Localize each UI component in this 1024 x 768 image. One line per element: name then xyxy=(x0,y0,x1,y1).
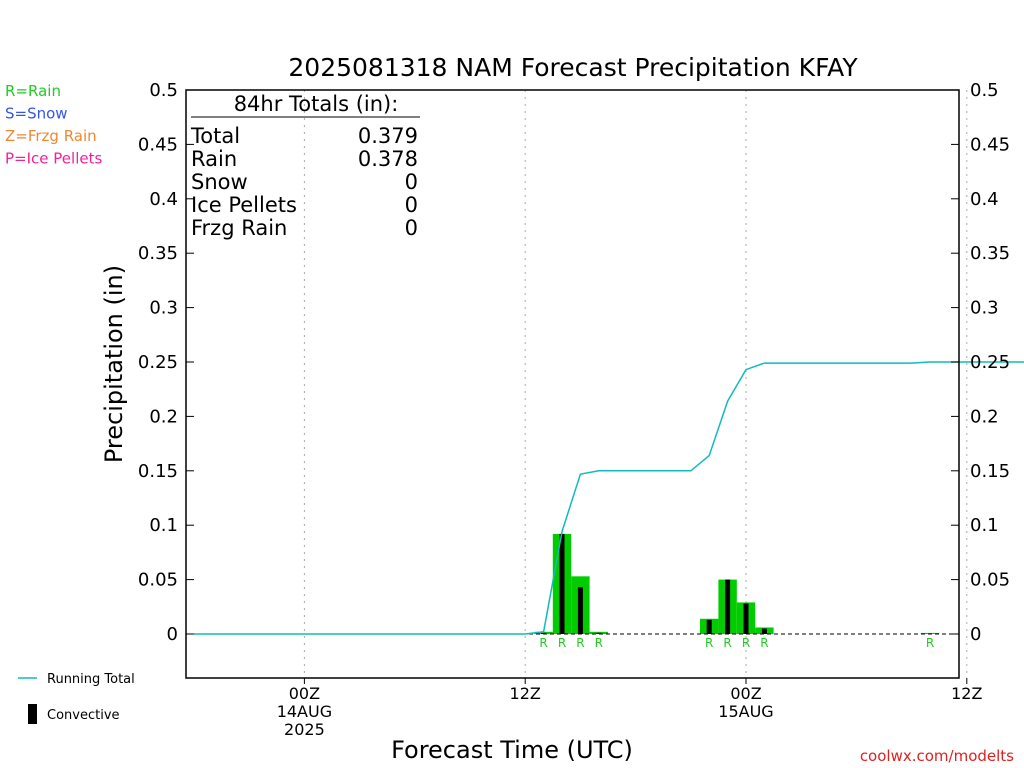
ptype-legend-item: R=Rain xyxy=(5,82,61,100)
chart-title: 2025081318 NAM Forecast Precipitation KF… xyxy=(288,53,858,82)
ptype-label: R xyxy=(595,636,603,650)
ptype-legend-item: Z=Frzg Rain xyxy=(5,127,97,145)
convective-bar xyxy=(761,628,767,634)
ptype-label: R xyxy=(705,636,713,650)
y-tick-label: 0.25 xyxy=(138,352,178,373)
convective-bar xyxy=(725,579,731,634)
y-tick-label: 0.3 xyxy=(149,298,178,319)
ptype-label: R xyxy=(926,636,934,650)
y-tick-label: 0.25 xyxy=(970,352,1010,373)
precip-bars xyxy=(534,533,940,634)
totals-label: Frzg Rain xyxy=(191,216,287,240)
y-tick-label: 0.2 xyxy=(970,406,999,427)
x-tick-label: 00Z xyxy=(289,684,320,703)
x-tick-label: 12Z xyxy=(510,684,541,703)
x-tick-label: 12Z xyxy=(951,684,982,703)
y-tick-label: 0 xyxy=(167,624,178,645)
x-axis-label: Forecast Time (UTC) xyxy=(391,736,633,764)
x-tick-label: 14AUG xyxy=(277,702,332,721)
convective-bar xyxy=(596,632,602,634)
y-tick-label: 0.45 xyxy=(138,134,178,155)
y-tick-label: 0.45 xyxy=(970,134,1010,155)
ptype-label: R xyxy=(539,636,547,650)
totals-label: Snow xyxy=(191,170,248,194)
y-tick-label: 0.4 xyxy=(149,189,178,210)
ptype-label: R xyxy=(576,636,584,650)
x-tick-label: 15AUG xyxy=(718,702,773,721)
legend-label: Convective xyxy=(47,708,120,723)
convective-bar xyxy=(706,619,712,634)
plot-frame xyxy=(185,89,960,679)
y-tick-label: 0.3 xyxy=(970,298,999,319)
y-tick-label: 0.2 xyxy=(149,406,178,427)
y-tick-label: 0.05 xyxy=(970,570,1010,591)
credit-text: coolwx.com/modelts xyxy=(860,747,1014,765)
grid-lines xyxy=(303,90,968,678)
y-tick-label: 0.4 xyxy=(970,189,999,210)
totals-value: 0 xyxy=(405,216,418,240)
legend-label: Running Total xyxy=(47,672,135,687)
ptype-label: R xyxy=(742,636,750,650)
totals-label: Total xyxy=(190,124,240,148)
ptype-label: R xyxy=(558,636,566,650)
y-axis-right: 0 0.05 0.1 0.15 0.2 0.25 0.3 0.35 0.4 0.45 0.5 xyxy=(951,80,1010,645)
y-tick-label: 0.05 xyxy=(138,570,178,591)
x-tick-label: 2025 xyxy=(284,720,325,739)
convective-bar xyxy=(577,587,583,634)
totals-value: 0.379 xyxy=(358,124,418,148)
y-axis-left: 0 0.05 0.1 0.15 0.2 0.25 0.3 0.35 0.4 0.45 0.5 xyxy=(138,80,194,645)
totals-heading: 84hr Totals (in): xyxy=(234,92,399,116)
ptype-legend-item: P=Ice Pellets xyxy=(5,150,102,168)
convective-bar xyxy=(743,603,749,634)
totals-value: 0 xyxy=(405,193,418,217)
running-total-line xyxy=(194,361,1024,635)
convective-bar xyxy=(559,533,565,634)
x-axis: 00Z14AUG202512Z00Z15AUG12Z00Z16AUG12Z00Z… xyxy=(277,678,982,739)
y-tick-label: 0 xyxy=(970,624,981,645)
y-tick-label: 0.1 xyxy=(970,515,999,536)
y-tick-label: 0.35 xyxy=(970,243,1010,264)
legend-swatch-bar xyxy=(28,704,37,724)
y-tick-label: 0.35 xyxy=(138,243,178,264)
convective-bar xyxy=(541,632,547,634)
precip-bar xyxy=(920,632,940,634)
totals-label: Ice Pellets xyxy=(191,193,297,217)
series-legend: Running Total Convective xyxy=(18,672,135,724)
y-tick-label: 0.15 xyxy=(970,461,1010,482)
totals-value: 0.378 xyxy=(358,147,418,171)
totals-value: 0 xyxy=(405,170,418,194)
totals-label: Rain xyxy=(191,147,237,171)
y-tick-label: 0.5 xyxy=(970,80,999,101)
y-tick-label: 0.15 xyxy=(138,461,178,482)
ptype-labels: RRRRRRRRRRRRRRR xyxy=(539,636,934,650)
ptype-legend: R=Rain S=Snow Z=Frzg Rain P=Ice Pellets xyxy=(5,82,102,168)
totals-rows: Total 0.379 Rain 0.378 Snow 0 Ice Pellets 0 Frzg… xyxy=(190,124,418,240)
ptype-label: R xyxy=(723,636,731,650)
ptype-legend-item: S=Snow xyxy=(5,105,68,123)
y-axis-label: Precipitation (in) xyxy=(100,265,128,463)
y-tick-label: 0.1 xyxy=(149,515,178,536)
y-tick-label: 0.5 xyxy=(149,80,178,101)
x-tick-label: 00Z xyxy=(730,684,761,703)
ptype-label: R xyxy=(760,636,768,650)
totals-box: 84hr Totals (in): Total 0.379 Rain 0.378 Sno… xyxy=(190,92,420,240)
